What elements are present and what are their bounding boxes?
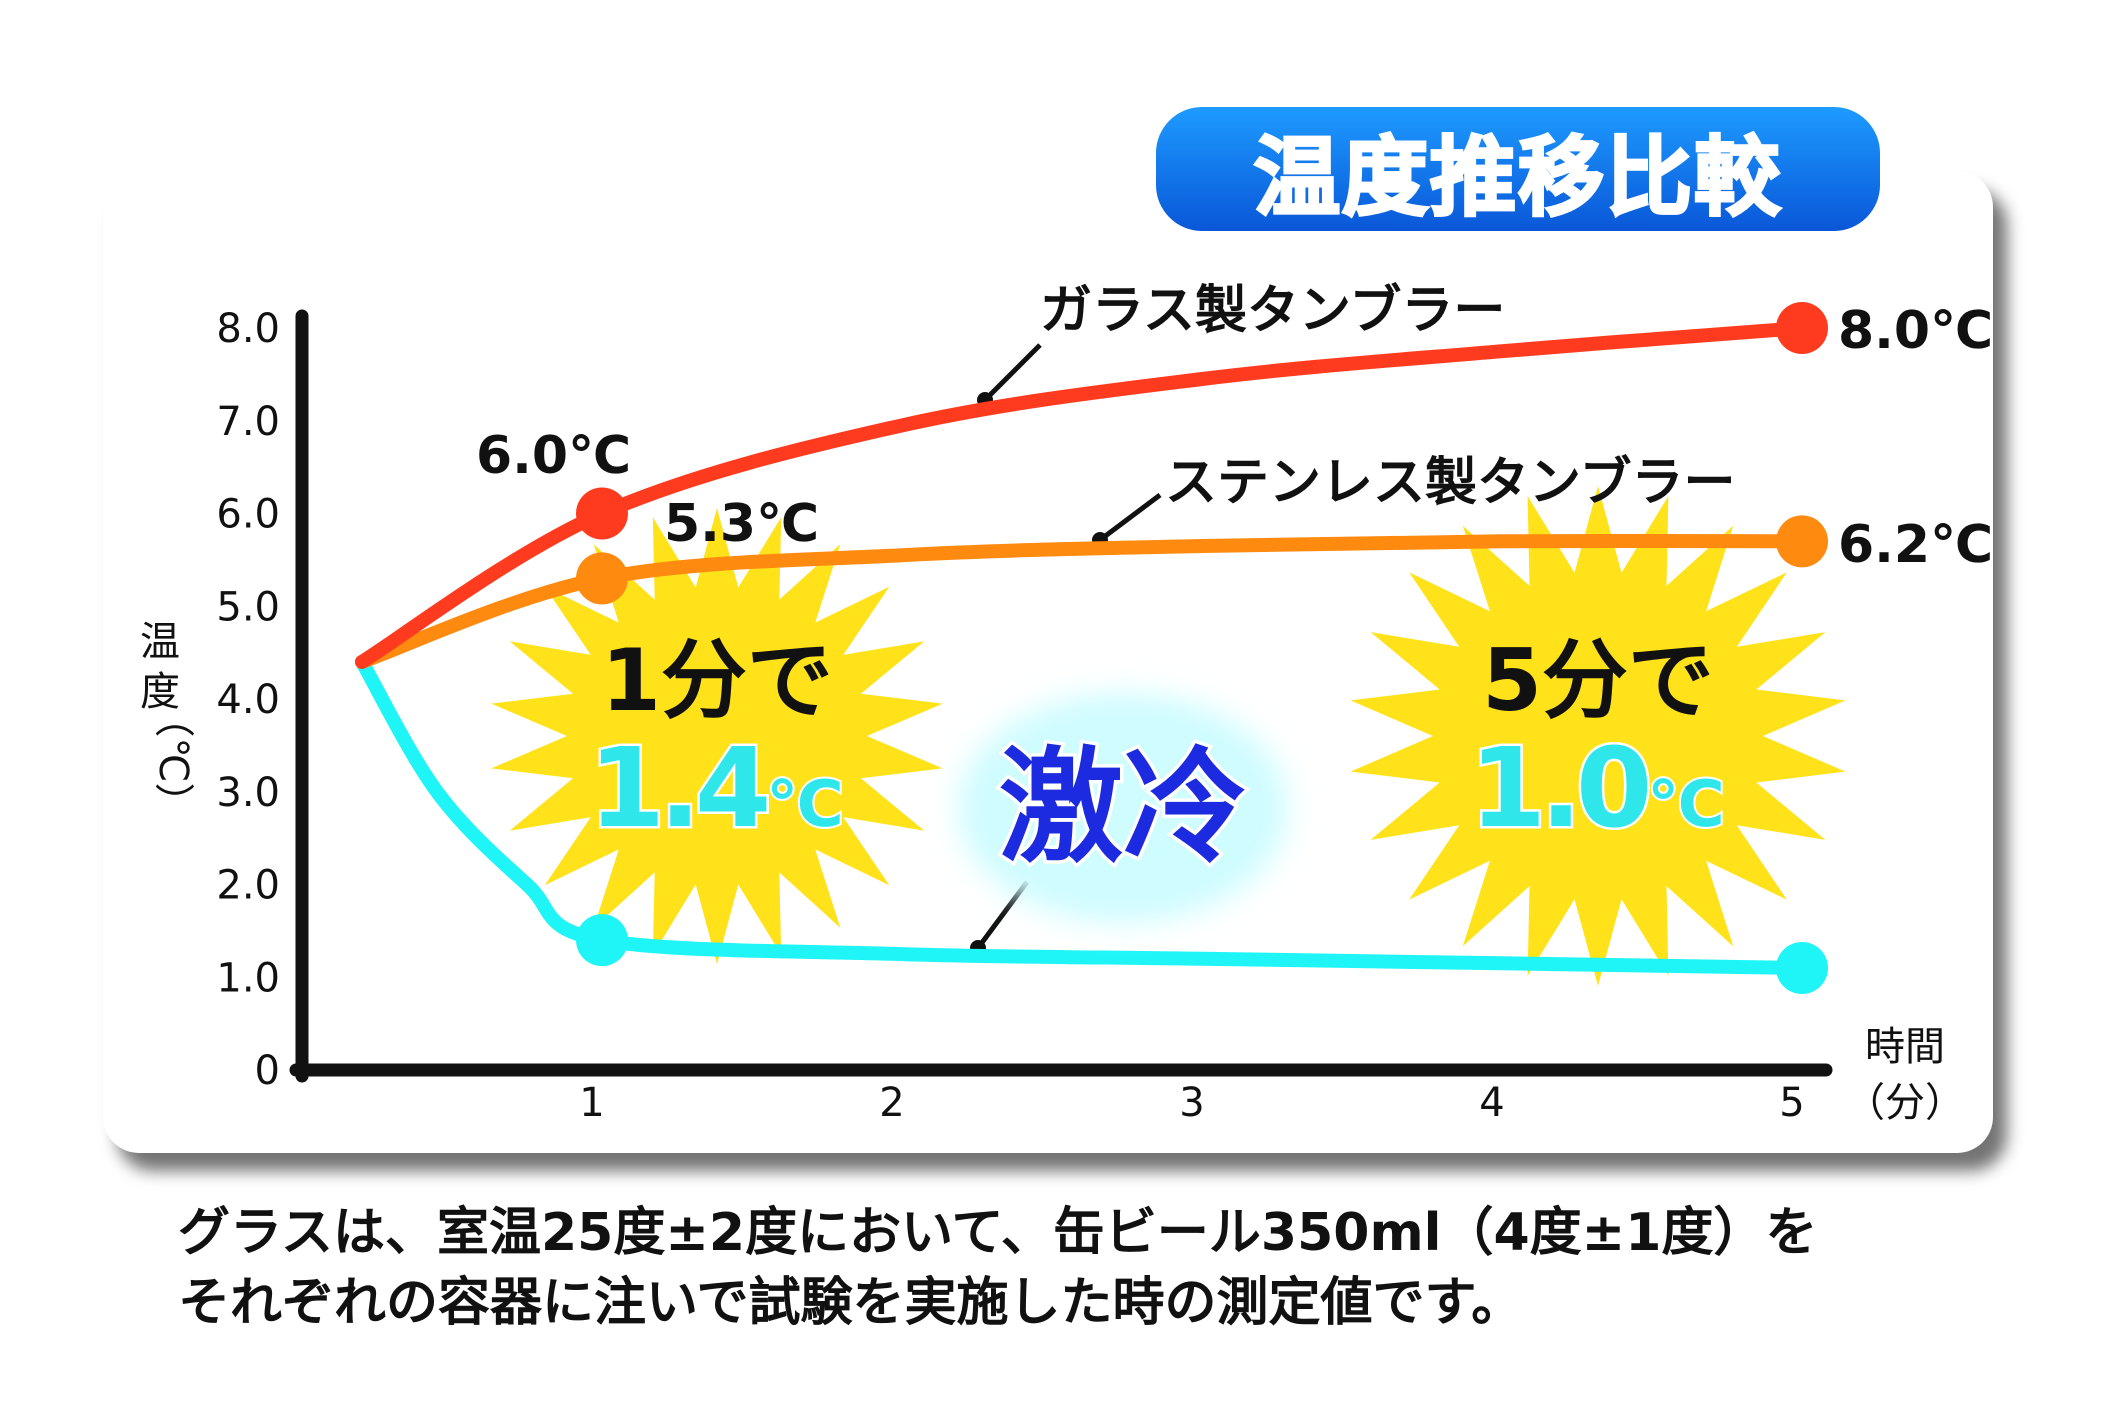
x-axis-title-line-2: （分） [1845,1080,1965,1126]
starburst-1-caption: 1分で [601,631,833,731]
footnote: グラスは、室温25度±2度において、缶ビール350ml（4度±1度）を それぞれ… [178,1198,2028,1338]
y-tick-label: 0 [255,1048,280,1094]
y-tick-label: 8.0 [216,306,280,352]
series-line-1 [355,321,1809,669]
x-tick-label: 2 [879,1080,904,1126]
series-label-steel: ステンレス製タンブラー [1165,453,1735,513]
y-tick-label: 7.0 [216,399,280,445]
y-tick-label: 4.0 [216,677,280,723]
y-tick-label: 3.0 [216,770,280,816]
x-axis-title-line-1: 時間 [1865,1024,1945,1070]
starburst-2-caption: 5分で [1482,631,1714,731]
starburst-2-value: 1.0 [1470,724,1648,852]
cold-glow [958,693,1288,923]
x-tick-label: 4 [1479,1080,1504,1126]
chart-title: 温度推移比較 [1253,126,1782,229]
leader-steel [1098,493,1162,542]
y-tick-label: 6.0 [216,492,280,538]
starburst-1 [491,508,943,964]
chart-title-pill: 温度推移比較 [1156,107,1880,231]
y-axis-title-char: 度 [140,669,180,715]
footnote-line-1: グラスは、室温25度±2度において、缶ビール350ml（4度±1度）を [178,1203,1818,1263]
marker-label-steel-1min: 5.3℃ [664,494,819,554]
series-3-marker [576,914,628,967]
series-3-marker [1776,941,1828,994]
series-1-marker [1776,302,1828,354]
starburst-1-value: 1.4 [589,724,767,852]
series-label-glass: ガラス製タンブラー [1040,281,1505,341]
y-tick-label: 1.0 [216,955,280,1001]
starburst-2-unit: ℃ [1647,768,1725,842]
x-tick-label: 5 [1779,1080,1804,1126]
y-axis-title-unit: （℃） [150,698,196,823]
series-2-marker [1776,515,1828,568]
footnote-line-2: それぞれの容器に注いで試験を実施した時の測定値です。 [178,1273,1524,1333]
x-tick-label: 1 [579,1080,604,1126]
series-line-3 [355,654,1809,975]
y-tick-label: 5.0 [216,584,280,630]
series-label-cold: 激冷 [999,736,1247,880]
x-tick-label: 3 [1179,1080,1204,1126]
y-axis-title-char: 温 [140,619,180,665]
starburst-2 [1350,486,1846,986]
y-tick-label: 2.0 [216,863,280,909]
starburst-1-unit: ℃ [766,768,844,842]
series-1-marker [576,487,628,540]
marker-label-glass-5min: 8.0℃ [1838,301,1993,361]
leader-glass [983,343,1042,402]
marker-label-glass-1min: 6.0℃ [476,426,631,486]
marker-label-steel-5min: 6.2℃ [1838,515,1993,575]
series-2-marker [576,552,628,605]
